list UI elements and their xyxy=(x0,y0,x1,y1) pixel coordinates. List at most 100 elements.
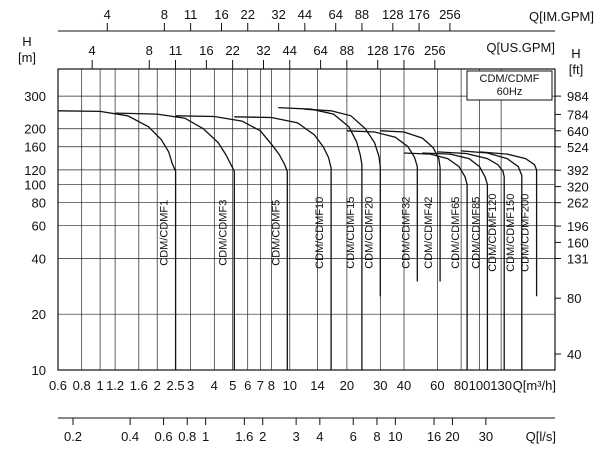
y-ft-tick-label: 392 xyxy=(567,163,589,178)
x-imgpm-tick-label: 4 xyxy=(104,7,111,22)
y-m-tick-label: 200 xyxy=(24,122,46,137)
x-axis-usgpm-title: Q[US.GPM] xyxy=(486,40,555,55)
x-ls-tick-label: 0.8 xyxy=(178,429,196,444)
y-m-tick-label: 80 xyxy=(32,196,46,211)
x-imgpm-tick-label: 128 xyxy=(382,7,404,22)
x-imgpm-tick-label: 44 xyxy=(298,7,312,22)
x-axis-m3h-title: Q[m³/h] xyxy=(513,378,556,393)
y-axis-m-label: H xyxy=(22,34,31,49)
x-main-tick-label: 6 xyxy=(244,378,251,393)
x-usgpm-tick-label: 44 xyxy=(282,43,296,58)
performance-curve xyxy=(403,152,468,370)
performance-curve xyxy=(115,112,235,370)
y-ft-tick-label: 262 xyxy=(567,196,589,211)
x-main-tick-label: 14 xyxy=(310,378,324,393)
y-ft-tick-label: 80 xyxy=(567,291,581,306)
x-usgpm-tick-label: 88 xyxy=(340,43,354,58)
x-main-tick-label: 20 xyxy=(340,378,354,393)
x-main-tick-label: 0.6 xyxy=(49,378,67,393)
x-imgpm-tick-label: 32 xyxy=(271,7,285,22)
x-ls-tick-label: 2 xyxy=(259,429,266,444)
legend-box: CDM/CDMF 60Hz xyxy=(466,70,553,101)
curve-label: CDM/CDMF200 xyxy=(520,194,532,272)
x-main-tick-label: 30 xyxy=(373,378,387,393)
x-main-tick-label: 0.8 xyxy=(73,378,91,393)
x-imgpm-tick-label: 176 xyxy=(408,7,430,22)
x-ls-tick-label: 8 xyxy=(373,429,380,444)
x-main-tick-label: 40 xyxy=(397,378,411,393)
performance-curve xyxy=(57,110,177,370)
x-main-tick-label: 3 xyxy=(187,378,194,393)
x-ls-tick-label: 0.2 xyxy=(64,429,82,444)
curve-label: CDM/CDMF32 xyxy=(400,197,412,269)
x-usgpm-tick-label: 11 xyxy=(169,43,183,58)
x-imgpm-tick-label: 22 xyxy=(240,7,254,22)
performance-curve xyxy=(234,116,332,370)
plot-frame xyxy=(57,68,556,371)
y-ft-tick-label: 784 xyxy=(567,107,589,122)
x-main-tick-label: 60 xyxy=(430,378,444,393)
y-m-tick-label: 20 xyxy=(32,307,46,322)
y-m-tick-label: 300 xyxy=(24,89,46,104)
x-usgpm-tick-label: 4 xyxy=(89,43,96,58)
x-ls-tick-label: 1 xyxy=(202,429,209,444)
y-axis-m-unit: [m] xyxy=(18,50,36,65)
performance-curve xyxy=(437,151,505,370)
x-ls-tick-label: 3 xyxy=(293,429,300,444)
curve-label: CDM/CDMF120 xyxy=(487,194,499,272)
curve-label: CDM/CDMF15 xyxy=(345,197,357,269)
curve-label: CDM/CDMF1 xyxy=(159,200,171,266)
y-axis-ft-label: H xyxy=(571,46,580,61)
x-ls-tick-label: 30 xyxy=(479,429,493,444)
x-ls-tick-label: 4 xyxy=(316,429,323,444)
x-ls-tick-label: 0.6 xyxy=(154,429,172,444)
x-usgpm-tick-label: 128 xyxy=(367,43,389,58)
y-m-tick-label: 10 xyxy=(32,363,46,378)
curve-label: CDM/CDMF65 xyxy=(450,197,462,269)
x-ls-tick-label: 20 xyxy=(445,429,459,444)
x-ls-tick-label: 16 xyxy=(427,429,441,444)
y-ft-tick-label: 40 xyxy=(567,347,581,362)
x-main-tick-label: 7 xyxy=(257,378,264,393)
y-axis-ft-unit: [ft] xyxy=(569,62,583,77)
y-ft-tick-label: 196 xyxy=(567,219,589,234)
legend-line-2: 60Hz xyxy=(497,86,523,98)
curve-label: CDM/CDMF150 xyxy=(505,194,517,272)
performance-curve xyxy=(422,152,489,370)
y-m-tick-label: 60 xyxy=(32,219,46,234)
y-m-tick-label: 40 xyxy=(32,251,46,266)
x-usgpm-tick-label: 176 xyxy=(393,43,415,58)
x-main-tick-label: 130 xyxy=(490,378,512,393)
x-axis-imgpm-title: Q[IM.GPM] xyxy=(529,9,594,24)
x-ls-tick-label: 1.6 xyxy=(235,429,253,444)
performance-curve xyxy=(175,115,288,370)
curve-label: CDM/CDMF5 xyxy=(270,200,282,266)
y-ft-tick-label: 160 xyxy=(567,235,589,250)
curve-label: CDM/CDMF20 xyxy=(363,197,375,269)
y-ft-tick-label: 320 xyxy=(567,180,589,195)
x-imgpm-tick-label: 64 xyxy=(328,7,342,22)
curve-label: CDM/CDMF85 xyxy=(470,197,482,269)
y-axis-m-title: H [m] xyxy=(18,34,36,65)
x-usgpm-tick-label: 22 xyxy=(225,43,239,58)
x-main-tick-label: 10 xyxy=(283,378,297,393)
x-imgpm-tick-label: 8 xyxy=(161,7,168,22)
x-usgpm-tick-label: 64 xyxy=(313,43,327,58)
performance-curve xyxy=(346,130,418,282)
y-axis-ft-title: H [ft] xyxy=(569,46,583,77)
performance-curve xyxy=(380,130,441,282)
y-ft-tick-label: 131 xyxy=(567,252,589,267)
x-ls-tick-label: 10 xyxy=(388,429,402,444)
curve-label: CDM/CDMF10 xyxy=(314,197,326,269)
x-imgpm-tick-label: 11 xyxy=(184,7,198,22)
curve-label: CDM/CDMF42 xyxy=(423,197,435,269)
legend-line-1: CDM/CDMF xyxy=(480,73,540,85)
curve-label: CDM/CDMF3 xyxy=(217,200,229,266)
x-usgpm-tick-label: 32 xyxy=(256,43,270,58)
y-m-tick-label: 160 xyxy=(24,140,46,155)
x-imgpm-tick-label: 256 xyxy=(439,7,461,22)
y-ft-tick-label: 984 xyxy=(567,89,589,104)
x-imgpm-tick-label: 16 xyxy=(214,7,228,22)
x-main-tick-label: 1 xyxy=(96,378,103,393)
x-main-tick-label: 1.2 xyxy=(106,378,124,393)
